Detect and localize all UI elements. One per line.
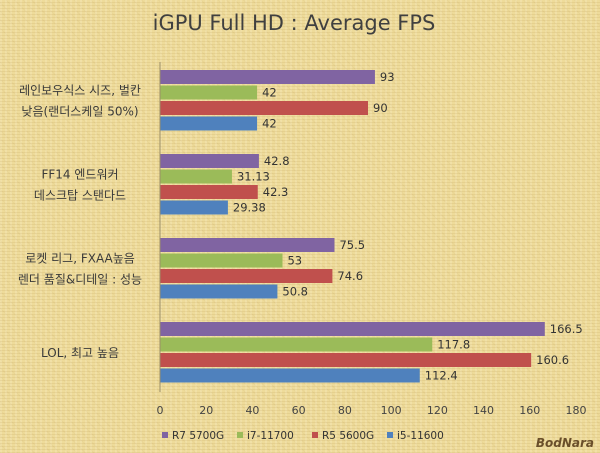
data-label: 50.8 <box>282 285 308 299</box>
bar <box>160 322 545 336</box>
bar <box>160 253 283 268</box>
data-label: 117.8 <box>437 338 470 352</box>
legend-label: R5 5600G <box>322 430 374 442</box>
x-tick-label: 160 <box>519 404 540 417</box>
category-label: 데스크탑 스탠다드 <box>34 189 126 203</box>
data-label: 112.4 <box>425 369 458 383</box>
category-label: FF14 엔드워커 <box>41 168 118 182</box>
data-label: 42.3 <box>263 185 289 199</box>
bar <box>160 169 232 184</box>
bar <box>160 154 259 168</box>
bar <box>160 85 258 100</box>
bar <box>160 284 278 299</box>
x-tick-label: 100 <box>381 404 402 417</box>
bar <box>160 337 433 352</box>
legend: R7 5700G i7-11700 R5 5600G i5-11600 <box>162 430 444 442</box>
legend-label: R7 5700G <box>172 430 224 442</box>
legend-swatch <box>312 432 318 438</box>
x-tick-label: 80 <box>338 404 352 417</box>
data-label: 42 <box>262 86 277 100</box>
data-label: 93 <box>380 70 395 84</box>
legend-swatch <box>162 432 168 438</box>
category-label: 낮음(랜더스케일 50%) <box>21 105 138 119</box>
x-tick-label: 140 <box>473 404 494 417</box>
x-tick-label: 60 <box>292 404 306 417</box>
data-label: 42 <box>262 117 277 131</box>
data-label: 42.8 <box>264 154 290 168</box>
data-label: 74.6 <box>337 269 363 283</box>
bar <box>160 185 258 199</box>
bar <box>160 353 532 367</box>
bar <box>160 368 420 383</box>
x-tick-label: 0 <box>157 404 164 417</box>
bar <box>160 101 368 115</box>
watermark: BodNara <box>536 436 594 450</box>
bar <box>160 116 258 131</box>
x-tick-label: 120 <box>427 404 448 417</box>
x-axis: 0 20 40 60 80 100 120 140 160 180 <box>157 62 587 417</box>
bar <box>160 70 375 84</box>
x-tick-label: 40 <box>245 404 259 417</box>
legend-label: i5-11600 <box>397 430 444 442</box>
bars-layer <box>160 70 545 383</box>
category-label: LOL, 최고 높음 <box>41 346 119 360</box>
category-label: 레인보우식스 시즈, 벌칸 <box>19 84 141 98</box>
data-label: 75.5 <box>339 238 365 252</box>
bar <box>160 200 228 215</box>
bar <box>160 269 333 283</box>
bar <box>160 238 335 252</box>
x-tick-label: 20 <box>199 404 213 417</box>
legend-label: i7-11700 <box>247 430 294 442</box>
chart-title: iGPU Full HD : Average FPS <box>153 11 436 35</box>
legend-swatch <box>237 432 243 438</box>
legend-swatch <box>387 432 393 438</box>
data-label: 29.38 <box>233 201 266 215</box>
category-label: 로켓 리그, FXAA높음 <box>25 252 135 266</box>
data-label: 166.5 <box>550 322 583 336</box>
data-label: 160.6 <box>536 353 569 367</box>
data-label: 53 <box>287 254 302 268</box>
x-tick-label: 180 <box>566 404 587 417</box>
category-label: 렌더 품질&디테일 : 성능 <box>18 273 142 287</box>
data-label: 31.13 <box>237 170 270 184</box>
data-label: 90 <box>373 101 388 115</box>
